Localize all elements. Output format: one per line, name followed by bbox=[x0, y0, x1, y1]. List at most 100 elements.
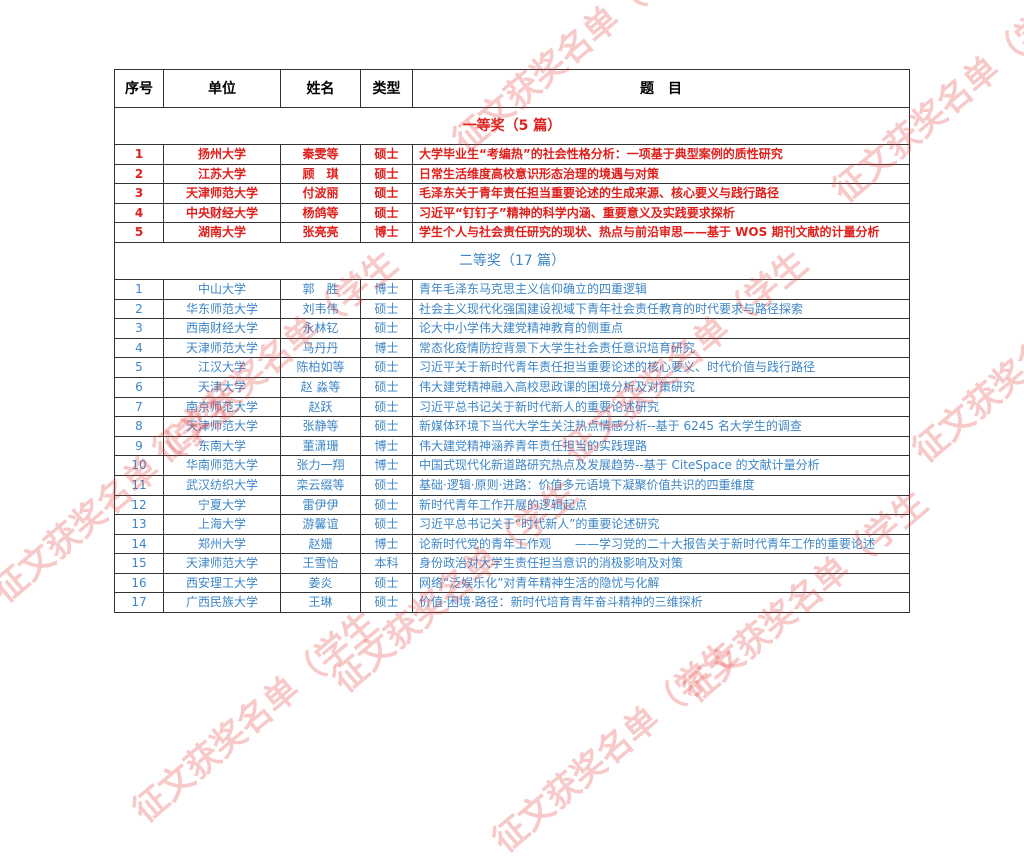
table-row: 8 天津师范大学 张静等 硕士 新媒体环境下当代大学生关注热点情感分析--基于 6245… bbox=[114, 416, 910, 437]
cell-type: 博士 bbox=[360, 435, 413, 457]
cell-title: 论新时代党的青年工作观 ——学习党的二十大报告关于新时代青年工作的重要论述 bbox=[412, 533, 910, 555]
section-title: 二等奖（17 篇） bbox=[114, 241, 910, 280]
cell-index: 1 bbox=[114, 278, 164, 300]
cell-name: 陈柏如等 bbox=[280, 357, 361, 378]
cell-title: 习近平“钉钉子”精神的科学内涵、重要意义及实践要求探析 bbox=[412, 202, 910, 224]
cell-type: 硕士 bbox=[360, 396, 413, 418]
cell-title: 价值·困境·路径：新时代培育青年奋斗精神的三维探析 bbox=[412, 592, 910, 614]
cell-unit: 中央财经大学 bbox=[163, 202, 281, 224]
cell-name: 赵 淼等 bbox=[280, 376, 361, 398]
cell-unit: 江苏大学 bbox=[163, 163, 281, 185]
table-row: 9 东南大学 董潇珊 博士 伟大建党精神涵养青年责任担当的实践理路 bbox=[114, 435, 910, 457]
cell-title: 习近平总书记关于“时代新人”的重要论述研究 bbox=[412, 514, 910, 535]
cell-title: 新媒体环境下当代大学生关注热点情感分析--基于 6245 名大学生的调查 bbox=[412, 416, 910, 437]
cell-name: 郭 胜 bbox=[280, 278, 361, 300]
cell-type: 硕士 bbox=[360, 474, 413, 496]
cell-index: 11 bbox=[114, 474, 164, 496]
cell-type: 硕士 bbox=[360, 357, 413, 378]
cell-index: 8 bbox=[114, 416, 164, 437]
cell-title: 毛泽东关于青年责任担当重要论述的生成来源、核心要义与践行路径 bbox=[412, 183, 910, 204]
header-unit: 单位 bbox=[163, 69, 281, 108]
table-row: 16 西安理工大学 姜炎 硕士 网络“泛娱乐化”对青年精神生活的隐忧与化解 bbox=[114, 572, 910, 594]
cell-type: 本科 bbox=[360, 553, 413, 574]
cell-index: 2 bbox=[114, 298, 164, 320]
watermark: 征文获奖名单（学生 bbox=[485, 633, 746, 861]
cell-unit: 南京师范大学 bbox=[163, 396, 281, 418]
cell-index: 12 bbox=[114, 494, 164, 516]
cell-unit: 西安理工大学 bbox=[163, 572, 281, 594]
cell-name: 张亮亮 bbox=[280, 222, 361, 243]
cell-unit: 天津师范大学 bbox=[163, 183, 281, 204]
cell-name: 赵跃 bbox=[280, 396, 361, 418]
cell-name: 赵姗 bbox=[280, 533, 361, 555]
cell-type: 博士 bbox=[360, 222, 413, 243]
cell-unit: 东南大学 bbox=[163, 435, 281, 457]
cell-unit: 郑州大学 bbox=[163, 533, 281, 555]
cell-unit: 扬州大学 bbox=[163, 144, 281, 165]
section-row: 一等奖（5 篇） bbox=[114, 107, 910, 145]
table-row: 4 天津师范大学 马丹丹 博士 常态化疫情防控背景下大学生社会责任意识培育研究 bbox=[114, 337, 910, 359]
table-row: 2 江苏大学顾 琪硕士 日常生活维度高校意识形态治理的境遇与对策 bbox=[114, 163, 910, 185]
cell-type: 硕士 bbox=[360, 416, 413, 437]
cell-index: 16 bbox=[114, 572, 164, 594]
table-row: 5 湖南大学 张亮亮 博士 学生个人与社会责任研究的现状、热点与前沿审思——基于 WOS… bbox=[114, 222, 910, 243]
table-row: 14 郑州大学 赵姗 博士 论新时代党的青年工作观 ——学习党的二十大报告关于新时代青年… bbox=[114, 533, 910, 555]
cell-type: 硕士 bbox=[360, 592, 413, 614]
cell-title: 身份政治对大学生责任担当意识的消极影响及对策 bbox=[412, 553, 910, 574]
cell-index: 17 bbox=[114, 592, 164, 614]
cell-type: 博士 bbox=[360, 278, 413, 300]
header-index: 序号 bbox=[114, 69, 164, 108]
cell-name: 栾云缀等 bbox=[280, 474, 361, 496]
cell-title: 基础·逻辑·原则·进路：价值多元语境下凝聚价值共识的四重维度 bbox=[412, 474, 910, 496]
cell-unit: 华东师范大学 bbox=[163, 298, 281, 320]
cell-name: 游馨谊 bbox=[280, 514, 361, 535]
cell-unit: 广西民族大学 bbox=[163, 592, 281, 614]
cell-index: 15 bbox=[114, 553, 164, 574]
cell-title: 日常生活维度高校意识形态治理的境遇与对策 bbox=[412, 163, 910, 185]
table-row: 10 华南师范大学 张力一翔 博士 中国式现代化新道路研究热点及发展趋势--基于 Cit… bbox=[114, 455, 910, 476]
cell-unit: 湖南大学 bbox=[163, 222, 281, 243]
table-row: 1 中山大学郭 胜博士 青年毛泽东马克思主义信仰确立的四重逻辑 bbox=[114, 278, 910, 300]
watermark: 征文获奖名单（学生 bbox=[125, 603, 386, 831]
cell-index: 6 bbox=[114, 376, 164, 398]
table-row: 7 南京师范大学 赵跃 硕士 习近平总书记关于新时代新人的重要论述研究 bbox=[114, 396, 910, 418]
table-row: 11 武汉纺织大学 栾云缀等 硕士 基础·逻辑·原则·进路：价值多元语境下凝聚价值共识的… bbox=[114, 474, 910, 496]
cell-index: 9 bbox=[114, 435, 164, 457]
cell-unit: 宁夏大学 bbox=[163, 494, 281, 516]
cell-title: 习近平关于新时代青年责任担当重要论述的核心要义、时代价值与践行路径 bbox=[412, 357, 910, 378]
cell-title: 中国式现代化新道路研究热点及发展趋势--基于 CiteSpace 的文献计量分析 bbox=[412, 455, 910, 476]
cell-type: 硕士 bbox=[360, 163, 413, 185]
table-row: 3 西南财经大学 永林钇 硕士 论大中小学伟大建党精神教育的侧重点 bbox=[114, 318, 910, 339]
cell-name: 杨鸽等 bbox=[280, 202, 361, 224]
cell-type: 硕士 bbox=[360, 318, 413, 339]
cell-type: 硕士 bbox=[360, 494, 413, 516]
cell-title: 大学毕业生“考编热”的社会性格分析：一项基于典型案例的质性研究 bbox=[412, 144, 910, 165]
table-row: 12 宁夏大学 雷伊伊 硕士 新时代青年工作开展的逻辑起点 bbox=[114, 494, 910, 516]
cell-index: 7 bbox=[114, 396, 164, 418]
cell-type: 硕士 bbox=[360, 376, 413, 398]
cell-type: 硕士 bbox=[360, 183, 413, 204]
table-row: 6 天津大学赵 淼等 硕士 伟大建党精神融入高校思政课的困境分析及对策研究 bbox=[114, 376, 910, 398]
header-row: 序号 单位 姓名 类型 题 目 bbox=[114, 69, 910, 108]
cell-index: 5 bbox=[114, 357, 164, 378]
cell-index: 5 bbox=[114, 222, 164, 243]
table-row: 4 中央财经大学 杨鸽等 硕士 习近平“钉钉子”精神的科学内涵、重要意义及实践要求探析 bbox=[114, 202, 910, 224]
cell-title: 伟大建党精神融入高校思政课的困境分析及对策研究 bbox=[412, 376, 910, 398]
cell-title: 常态化疫情防控背景下大学生社会责任意识培育研究 bbox=[412, 337, 910, 359]
cell-index: 1 bbox=[114, 144, 164, 165]
cell-name: 张静等 bbox=[280, 416, 361, 437]
section-title: 一等奖（5 篇） bbox=[114, 107, 910, 145]
table-row: 17 广西民族大学 王琳 硕士 价值·困境·路径：新时代培育青年奋斗精神的三维探析 bbox=[114, 592, 910, 614]
cell-unit: 天津大学 bbox=[163, 376, 281, 398]
cell-unit: 武汉纺织大学 bbox=[163, 474, 281, 496]
cell-name: 雷伊伊 bbox=[280, 494, 361, 516]
cell-name: 王雪怡 bbox=[280, 553, 361, 574]
cell-name: 刘韦伟 bbox=[280, 298, 361, 320]
cell-title: 网络“泛娱乐化”对青年精神生活的隐忧与化解 bbox=[412, 572, 910, 594]
cell-index: 10 bbox=[114, 455, 164, 476]
cell-title: 论大中小学伟大建党精神教育的侧重点 bbox=[412, 318, 910, 339]
watermark: 征文获奖名单（学生 bbox=[905, 243, 1024, 471]
cell-unit: 华南师范大学 bbox=[163, 455, 281, 476]
cell-type: 硕士 bbox=[360, 202, 413, 224]
cell-title: 新时代青年工作开展的逻辑起点 bbox=[412, 494, 910, 516]
